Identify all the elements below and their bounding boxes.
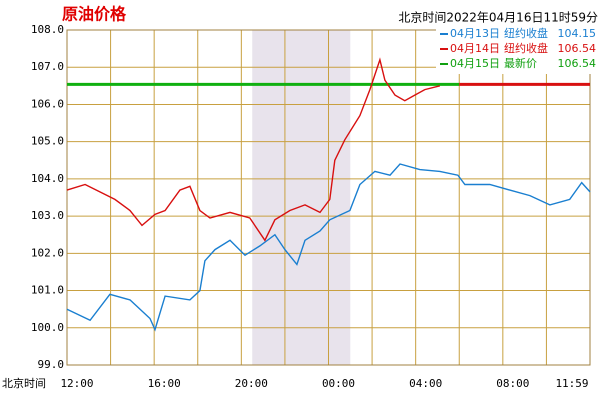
y-tick-label: 102.0 (31, 246, 64, 259)
price-line (66, 57, 441, 242)
y-tick-label: 107.0 (31, 60, 64, 73)
legend-date: 04月13日 (450, 27, 500, 40)
y-tick-label: 103.0 (31, 209, 64, 222)
legend-box (436, 28, 598, 74)
timestamp: 北京时间2022年04月16日11时59分 (398, 11, 598, 25)
legend-date: 04月14日 (450, 42, 500, 55)
chart-title: 原油价格 (62, 5, 127, 24)
y-tick-label: 99.0 (38, 358, 65, 371)
legend-label: 纽约收盘 (504, 26, 548, 40)
x-tick-label: 04:00 (409, 377, 442, 390)
y-tick-label: 100.0 (31, 321, 64, 334)
x-tick-label: 08:00 (496, 377, 529, 390)
y-tick-label: 106.0 (31, 97, 64, 110)
legend-label: 最新价 (504, 56, 537, 70)
shaded-session (252, 30, 351, 365)
y-tick-label: 101.0 (31, 284, 64, 297)
x-axis-label: 北京时间 (2, 376, 46, 390)
legend-value: 104.15 (558, 27, 597, 40)
x-tick-label: 11:59 (555, 377, 588, 390)
y-tick-label: 105.0 (31, 135, 64, 148)
legend-label: 纽约收盘 (504, 41, 548, 55)
x-tick-label: 00:00 (322, 377, 355, 390)
y-tick-label: 104.0 (31, 172, 64, 185)
legend-value: 106.54 (558, 42, 597, 55)
legend-date: 04月15日 (450, 57, 500, 70)
plot-border (66, 29, 591, 366)
x-tick-label: 20:00 (235, 377, 268, 390)
price-line (66, 163, 591, 332)
y-tick-label: 108.0 (31, 23, 64, 36)
x-tick-label: 12:00 (60, 377, 93, 390)
legend-value: 106.54 (558, 57, 597, 70)
x-tick-label: 16:00 (148, 377, 181, 390)
